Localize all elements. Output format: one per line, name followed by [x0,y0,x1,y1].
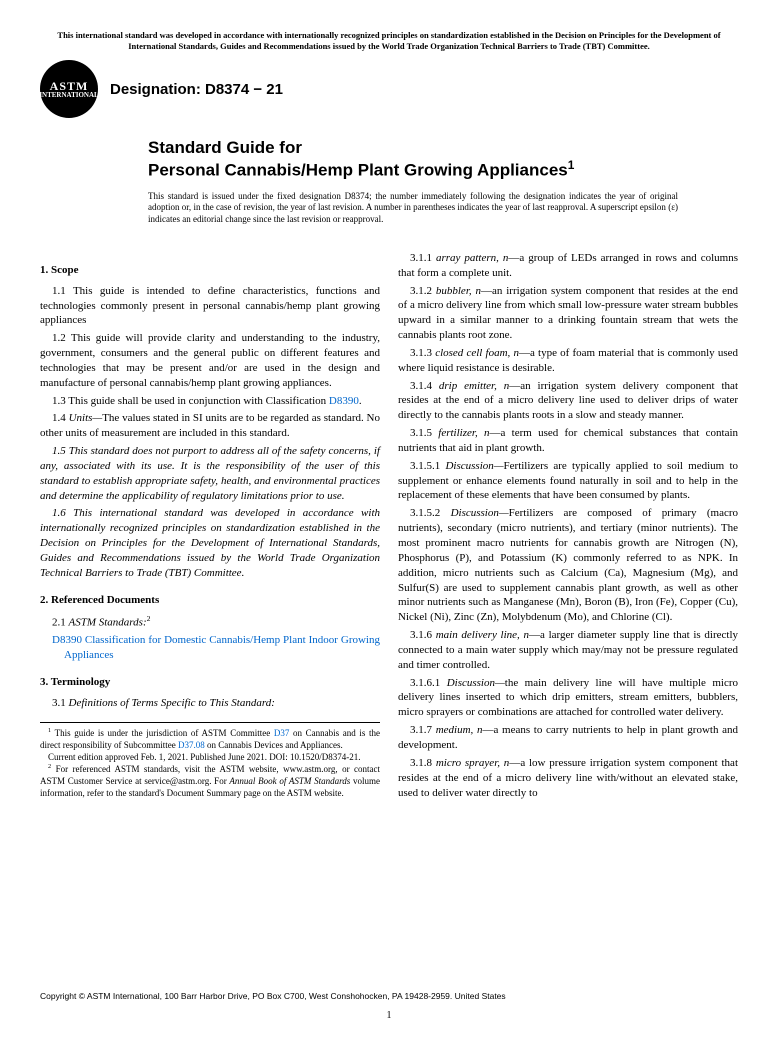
link-d37[interactable]: D37 [274,728,290,738]
header: ASTM INTERNATIONAL Designation: D8374 − … [40,60,738,118]
term-3-1-5-2: 3.1.5.2 Discussion—Fertilizers are compo… [398,506,738,625]
term-3-1-6: 3.1.6 main delivery line, n—a larger dia… [398,628,738,673]
link-d8390[interactable]: D8390 [329,395,359,407]
terms-heading: 3. Terminology [40,675,380,690]
scope-1-2: 1.2 This guide will provide clarity and … [40,331,380,390]
title-line2: Personal Cannabis/Hemp Plant Growing App… [148,158,738,181]
term-3-1-3: 3.1.3 closed cell foam, n—a type of foam… [398,346,738,376]
footnote-2: 2 For referenced ASTM standards, visit t… [40,763,380,799]
refs-2-1: 2.1 ASTM Standards:2 [40,614,380,631]
top-notice: This international standard was develope… [40,30,738,52]
astm-logo: ASTM INTERNATIONAL [40,60,98,118]
designation: Designation: D8374 − 21 [110,81,283,98]
term-3-1-7: 3.1.7 medium, n—a means to carry nutrien… [398,723,738,753]
refs-heading: 2. Referenced Documents [40,593,380,608]
scope-1-1: 1.1 This guide is intended to define cha… [40,284,380,329]
scope-1-6: 1.6 This international standard was deve… [40,506,380,580]
term-3-1-5: 3.1.5 fertilizer, n—a term used for chem… [398,426,738,456]
body-columns: 1. Scope 1.1 This guide is intended to d… [40,251,738,802]
scope-heading: 1. Scope [40,263,380,278]
ref-item-d8390[interactable]: D8390 Classification for Domestic Cannab… [40,633,380,663]
logo-sub: INTERNATIONAL [39,92,98,99]
link-d37-08[interactable]: D37.08 [178,740,205,750]
footnotes: 1 This guide is under the jurisdiction o… [40,722,380,799]
term-3-1-6-1: 3.1.6.1 Discussion—the main delivery lin… [398,676,738,721]
footnote-1: 1 This guide is under the jurisdiction o… [40,727,380,751]
term-3-1-2: 3.1.2 bubbler, n—an irrigation system co… [398,284,738,343]
page-number: 1 [387,1010,392,1021]
scope-1-4: 1.4 Units—The values stated in SI units … [40,411,380,441]
scope-1-5: 1.5 This standard does not purport to ad… [40,444,380,503]
term-3-1-8: 3.1.8 micro sprayer, n—a low pressure ir… [398,756,738,801]
title-line1: Standard Guide for [148,138,738,158]
issuance-note: This standard is issued under the fixed … [148,191,678,226]
terms-3-1: 3.1 Definitions of Terms Specific to Thi… [40,696,380,711]
term-3-1-4: 3.1.4 drip emitter, n—an irrigation syst… [398,379,738,424]
term-3-1-5-1: 3.1.5.1 Discussion—Fertilizers are typic… [398,459,738,504]
scope-1-3: 1.3 This guide shall be used in conjunct… [40,394,380,409]
title-block: Standard Guide for Personal Cannabis/Hem… [148,138,738,181]
logo-main: ASTM [50,80,89,92]
footnote-1b: Current edition approved Feb. 1, 2021. P… [40,752,380,764]
copyright: Copyright © ASTM International, 100 Barr… [40,991,506,1001]
term-3-1-1: 3.1.1 array pattern, n—a group of LEDs a… [398,251,738,281]
